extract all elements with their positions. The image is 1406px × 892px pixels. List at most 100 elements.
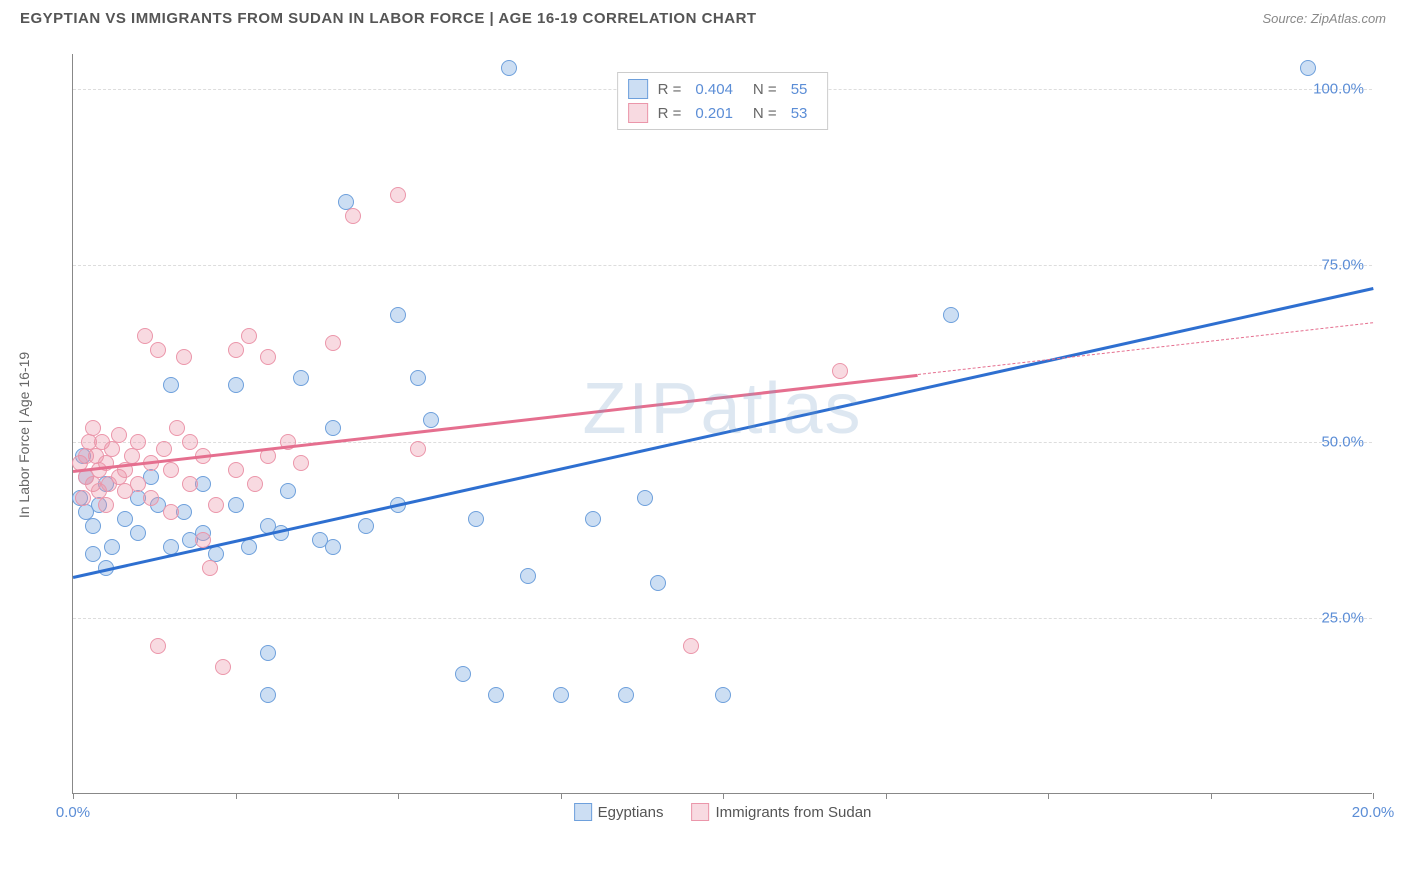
data-point [241, 539, 257, 555]
data-point [390, 307, 406, 323]
data-point [520, 568, 536, 584]
data-point [585, 511, 601, 527]
data-point [241, 328, 257, 344]
y-tick-label: 50.0% [1321, 433, 1364, 450]
data-point [293, 370, 309, 386]
data-point [163, 377, 179, 393]
data-point [345, 208, 361, 224]
data-point [130, 476, 146, 492]
legend-swatch [691, 803, 709, 821]
chart-title: EGYPTIAN VS IMMIGRANTS FROM SUDAN IN LAB… [20, 10, 757, 27]
x-tick-label: 20.0% [1352, 804, 1395, 821]
data-point [832, 363, 848, 379]
data-point [104, 441, 120, 457]
data-point [293, 455, 309, 471]
data-point [553, 687, 569, 703]
chart-container: In Labor Force | Age 16-19 ZIPatlas R =0… [48, 40, 1388, 830]
data-point [683, 638, 699, 654]
data-point [176, 349, 192, 365]
data-point [195, 532, 211, 548]
data-point [182, 476, 198, 492]
series-legend: Egyptians Immigrants from Sudan [574, 803, 872, 821]
data-point [228, 462, 244, 478]
data-point [247, 476, 263, 492]
x-tick-mark [1373, 793, 1374, 799]
data-point [169, 420, 185, 436]
data-point [468, 511, 484, 527]
data-point [130, 434, 146, 450]
plot-area: ZIPatlas R =0.404N =55R =0.201N =53 Egyp… [72, 54, 1372, 794]
data-point [156, 441, 172, 457]
data-point [488, 687, 504, 703]
data-point [117, 511, 133, 527]
data-point [150, 638, 166, 654]
data-point [182, 434, 198, 450]
data-point [410, 370, 426, 386]
data-point [163, 462, 179, 478]
legend-row: R = 0.404 N = 55 [628, 77, 818, 101]
data-point [85, 546, 101, 562]
legend-r-value: 0.404 [695, 81, 733, 98]
legend-r-label: R = [658, 81, 682, 98]
data-point [423, 412, 439, 428]
data-point [215, 659, 231, 675]
legend-series-item: Egyptians [574, 803, 664, 821]
gridline [73, 265, 1372, 266]
legend-n-label: N = [753, 81, 777, 98]
data-point [325, 420, 341, 436]
data-point [455, 666, 471, 682]
legend-swatch [574, 803, 592, 821]
trend-line [73, 287, 1374, 578]
y-axis-label: In Labor Force | Age 16-19 [16, 352, 32, 518]
data-point [163, 504, 179, 520]
trend-line [73, 374, 918, 473]
data-point [943, 307, 959, 323]
legend-r-label: R = [658, 105, 682, 122]
data-point [325, 335, 341, 351]
trend-line-extrapolated [918, 322, 1373, 375]
legend-series-label: Egyptians [598, 804, 664, 821]
gridline [73, 442, 1372, 443]
y-tick-label: 75.0% [1321, 257, 1364, 274]
y-tick-label: 100.0% [1313, 81, 1364, 98]
legend-row: R = 0.201 N = 53 [628, 101, 818, 125]
legend-n-label: N = [753, 105, 777, 122]
data-point [260, 349, 276, 365]
legend-swatch [628, 79, 648, 99]
legend-r-value: 0.201 [695, 105, 733, 122]
data-point [98, 497, 114, 513]
data-point [228, 377, 244, 393]
legend-series-label: Immigrants from Sudan [715, 804, 871, 821]
legend-swatch [628, 103, 648, 123]
y-tick-label: 25.0% [1321, 609, 1364, 626]
x-tick-mark [886, 793, 887, 799]
correlation-legend: R = 0.404 N = 55 R = 0.201 N = 53 [617, 72, 829, 130]
legend-n-value: 55 [791, 81, 808, 98]
data-point [390, 187, 406, 203]
data-point [208, 497, 224, 513]
data-point [111, 427, 127, 443]
legend-n-value: 53 [791, 105, 808, 122]
data-point [715, 687, 731, 703]
data-point [124, 448, 140, 464]
data-point [150, 342, 166, 358]
legend-series-item: Immigrants from Sudan [691, 803, 871, 821]
data-point [143, 490, 159, 506]
data-point [260, 687, 276, 703]
x-tick-mark [561, 793, 562, 799]
x-tick-mark [398, 793, 399, 799]
data-point [501, 60, 517, 76]
data-point [358, 518, 374, 534]
data-point [637, 490, 653, 506]
data-point [85, 518, 101, 534]
x-tick-mark [73, 793, 74, 799]
data-point [202, 560, 218, 576]
data-point [137, 328, 153, 344]
data-point [1300, 60, 1316, 76]
data-point [410, 441, 426, 457]
data-point [280, 483, 296, 499]
data-point [85, 420, 101, 436]
x-tick-mark [1048, 793, 1049, 799]
source-attribution: Source: ZipAtlas.com [1262, 11, 1386, 26]
x-tick-label: 0.0% [56, 804, 90, 821]
